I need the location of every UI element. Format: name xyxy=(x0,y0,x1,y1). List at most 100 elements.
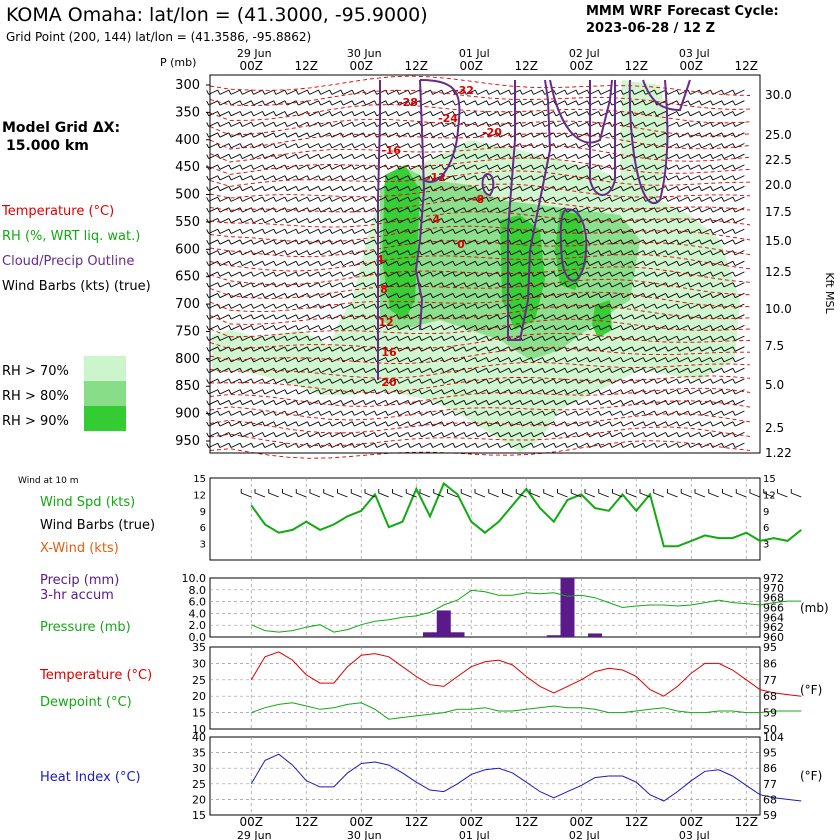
wind-barb xyxy=(620,143,633,149)
wind-barb xyxy=(620,260,633,267)
wind-barb xyxy=(430,421,443,427)
wind-barb xyxy=(665,207,678,213)
surface-wind-barb xyxy=(749,489,761,498)
wind-barb xyxy=(318,442,331,448)
wind-barb xyxy=(284,389,297,395)
wind-barb xyxy=(251,89,263,95)
wind-barb xyxy=(430,367,443,374)
wind-barb xyxy=(351,367,364,374)
wind-barb xyxy=(307,324,319,331)
rh-legend-label: RH > 70% xyxy=(2,364,69,379)
wind-barb xyxy=(598,346,611,352)
wind-barb xyxy=(239,100,252,106)
wind-barb xyxy=(564,282,577,288)
wind-barb xyxy=(598,89,611,95)
wind-barb xyxy=(721,239,734,245)
wind-barb xyxy=(217,421,230,427)
wind-barb xyxy=(699,303,711,309)
wind-barb xyxy=(251,335,263,341)
surface-wind-barb xyxy=(502,489,513,498)
wind-barb xyxy=(643,228,655,234)
wind-barb xyxy=(665,389,678,395)
wind-barb xyxy=(654,346,667,352)
rh-legend-swatch xyxy=(84,406,126,431)
wind-barb xyxy=(699,378,711,384)
wind-barb xyxy=(251,389,263,395)
wind-barb xyxy=(295,282,308,288)
temperature-f-ytick: 86 xyxy=(763,657,777,670)
wind-barb xyxy=(687,143,700,149)
temperature-contour-label: 4 xyxy=(376,253,384,266)
wind-barb xyxy=(475,260,487,267)
wind-barb xyxy=(631,346,644,352)
wind-barb xyxy=(676,292,689,299)
surface-wind-barb xyxy=(694,489,706,498)
wind-barb xyxy=(385,143,398,149)
wind-barb xyxy=(340,367,353,374)
surface-wind-barb xyxy=(735,489,747,498)
wind-barb xyxy=(430,89,443,95)
temperature-contour xyxy=(209,75,751,96)
wind-barb xyxy=(687,335,700,341)
wind-barb xyxy=(508,143,521,149)
wind-barb xyxy=(531,442,543,448)
wind-barb xyxy=(620,378,633,384)
temperature-contour-label: -8 xyxy=(472,193,484,206)
wind-barb xyxy=(396,346,409,352)
wind-barb xyxy=(329,175,342,181)
wind-barb xyxy=(654,367,667,374)
wind-barb xyxy=(609,399,622,406)
wind-barb xyxy=(273,378,286,384)
height-tick-label: 20.0 xyxy=(765,178,792,192)
wind-barb xyxy=(430,410,443,416)
wind-barb xyxy=(553,164,566,170)
wind-barb xyxy=(228,271,241,277)
wind-barb xyxy=(363,100,375,106)
date-label-bottom: 03 Jul xyxy=(679,829,710,840)
wind-barb xyxy=(564,100,577,106)
wind-barb xyxy=(699,271,711,277)
wind-barb xyxy=(217,100,230,106)
wind-barb xyxy=(318,357,331,363)
time-tick-label-bottom: 00Z xyxy=(240,815,264,829)
temperature-contour xyxy=(209,440,751,459)
wind-barb xyxy=(217,239,230,245)
wind-barb xyxy=(273,292,286,299)
wind-barb xyxy=(340,271,353,277)
wind-barb xyxy=(295,389,308,395)
wind-barb xyxy=(542,207,555,213)
wind-barb xyxy=(452,442,465,448)
wind-barb xyxy=(363,292,375,299)
wind-barb xyxy=(687,431,700,438)
wind-barb xyxy=(385,250,398,256)
wind-barb xyxy=(385,324,398,331)
wind-barb xyxy=(598,110,611,117)
wind-barb xyxy=(598,410,611,416)
wind-barb xyxy=(676,239,689,245)
wind-barb xyxy=(732,164,745,170)
wind-barb xyxy=(385,100,398,106)
wind-barb xyxy=(363,228,375,234)
time-tick-label-top: 00Z xyxy=(240,59,264,73)
surface-wind-barb xyxy=(392,489,403,498)
wind-barb xyxy=(463,292,476,299)
wind-barb xyxy=(295,100,308,106)
pressure-ytick: 968 xyxy=(763,592,784,605)
surface-wind-barb xyxy=(708,489,719,498)
wind-barb xyxy=(575,367,588,374)
wind-barb xyxy=(609,271,622,277)
wind-barb xyxy=(351,421,364,427)
wind-barb xyxy=(710,378,723,384)
wind-barb xyxy=(385,110,398,117)
wind-barb xyxy=(631,239,644,245)
wind-barb xyxy=(351,153,364,160)
wind-barb xyxy=(340,324,353,331)
temperature-contour-label: -32 xyxy=(454,84,474,97)
wind-barb xyxy=(318,100,331,106)
wind-barb xyxy=(307,89,319,95)
wind-barb xyxy=(228,367,241,374)
wind-barb xyxy=(732,175,745,181)
height-tick-label: 1.22 xyxy=(765,446,792,460)
wind-barb xyxy=(475,442,487,448)
wind-barb xyxy=(497,121,510,127)
